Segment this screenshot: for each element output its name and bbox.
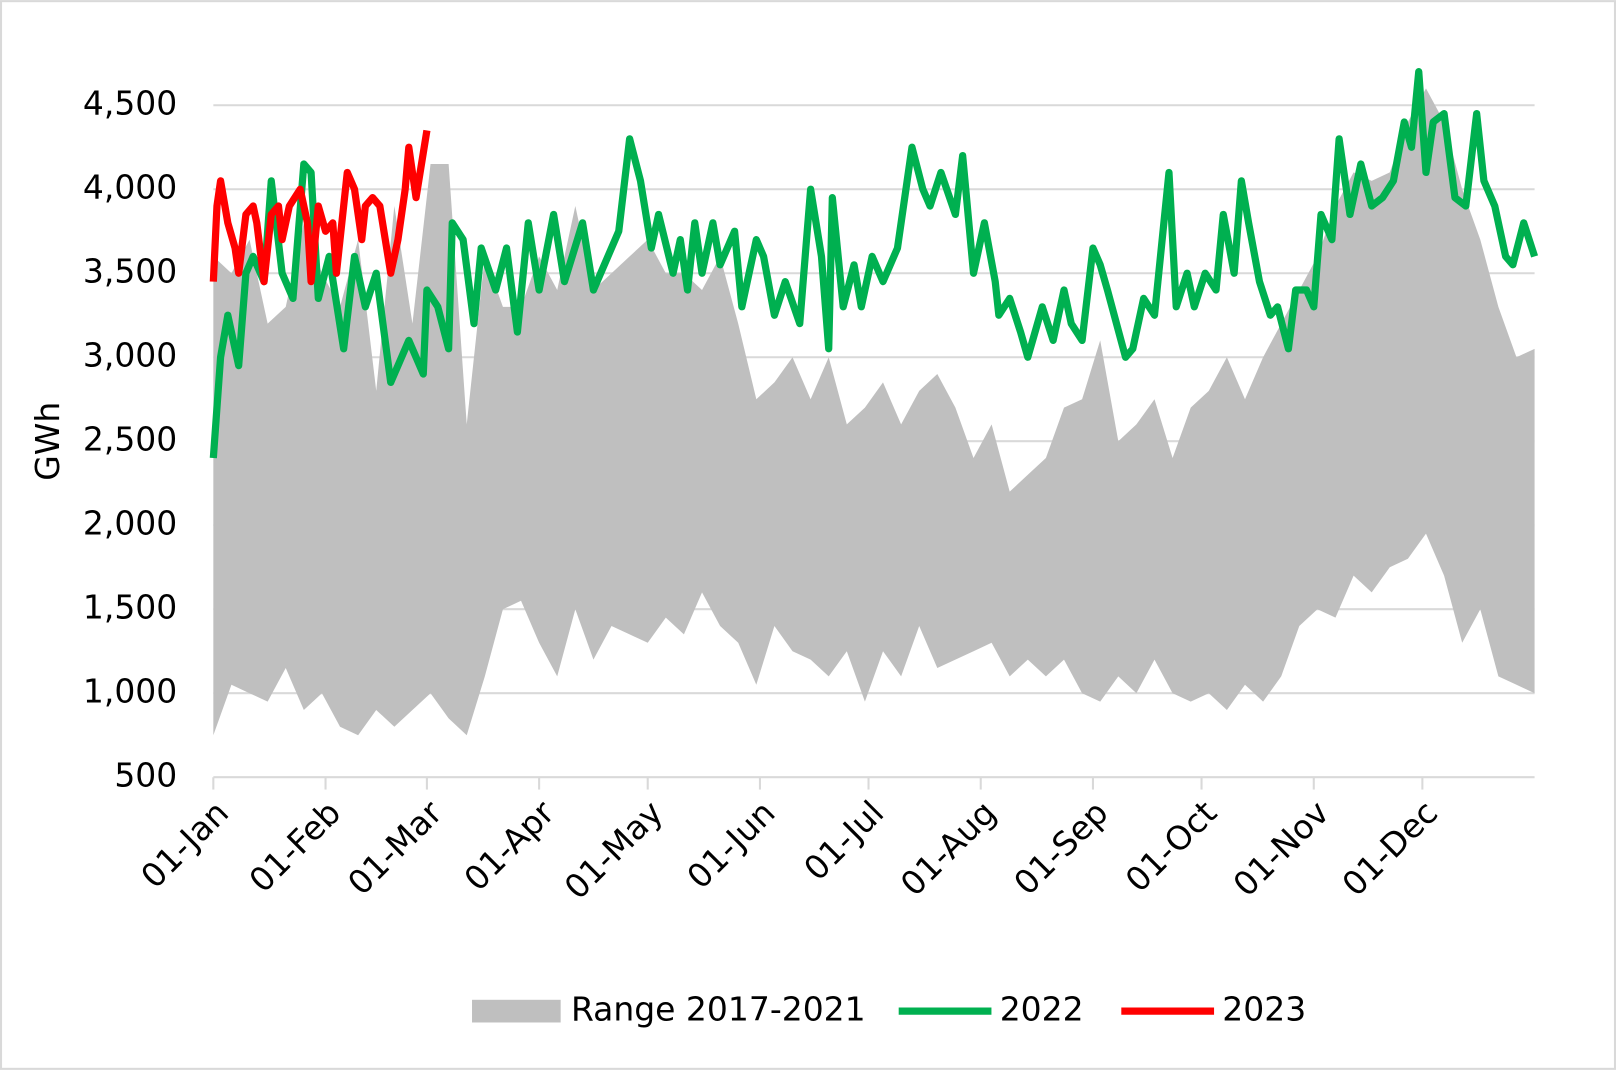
y-tick-label: 2,000 <box>83 504 177 543</box>
y-tick-label: 1,500 <box>83 588 177 627</box>
legend-label: 2022 <box>1000 990 1084 1029</box>
y-axis-label: GWh <box>28 402 67 481</box>
y-tick-label: 2,500 <box>83 420 177 459</box>
y-tick-label: 500 <box>114 756 177 795</box>
y-tick-label: 3,000 <box>83 336 177 375</box>
series-line <box>209 68 1539 459</box>
range-band <box>213 88 1535 736</box>
y-tick-label: 3,500 <box>83 252 177 291</box>
y-tick-label: 4,000 <box>83 168 177 207</box>
series-line <box>209 129 431 286</box>
legend-label: Range 2017-2021 <box>571 990 866 1029</box>
y-tick-label: 4,500 <box>83 84 177 123</box>
legend-label: 2023 <box>1222 990 1306 1029</box>
y-tick-label: 1,000 <box>83 672 177 711</box>
legend-swatch <box>472 999 561 1023</box>
